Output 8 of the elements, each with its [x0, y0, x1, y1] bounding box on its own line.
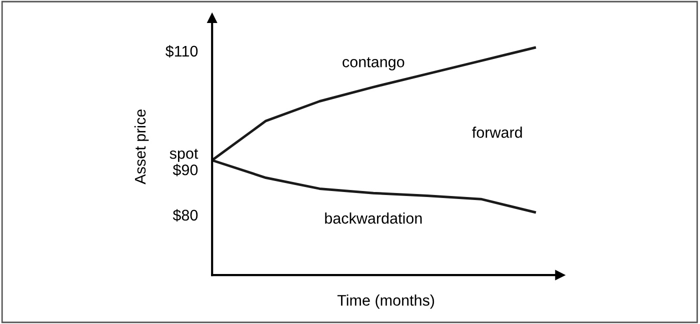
y-axis-title: Asset price — [134, 110, 149, 184]
series-label: backwardation — [325, 212, 422, 224]
series-label: contango — [342, 57, 404, 70]
y-tick-label: $110 — [166, 45, 198, 58]
x-axis-title: Time (months) — [337, 294, 434, 309]
y-tick-label: spot $90 — [170, 148, 198, 176]
annotation: forward — [472, 126, 522, 138]
y-tick-label: $80 — [172, 209, 198, 222]
